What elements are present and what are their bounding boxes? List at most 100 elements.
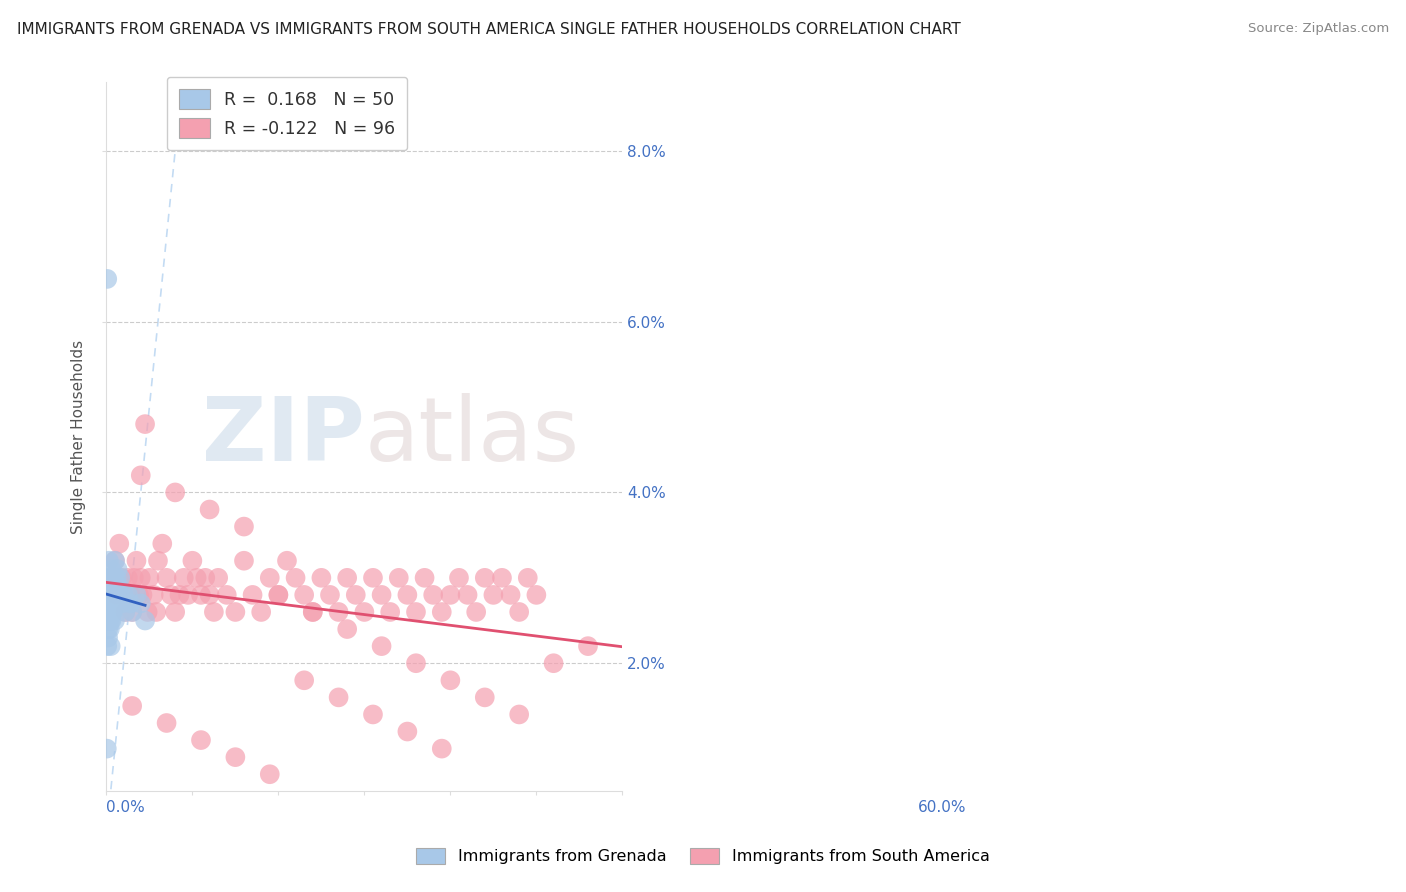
Point xyxy=(491,571,513,585)
Point xyxy=(104,554,127,568)
Point xyxy=(259,571,281,585)
Point xyxy=(100,639,122,653)
Text: 60.0%: 60.0% xyxy=(918,800,966,814)
Text: 0.0%: 0.0% xyxy=(107,800,145,814)
Point xyxy=(146,554,169,568)
Point xyxy=(405,657,427,671)
Point xyxy=(104,614,127,628)
Point xyxy=(169,588,191,602)
Point xyxy=(96,639,118,653)
Point xyxy=(482,588,505,602)
Point xyxy=(96,596,118,610)
Point xyxy=(474,571,496,585)
Point xyxy=(100,571,122,585)
Point xyxy=(267,588,290,602)
Point xyxy=(107,579,129,593)
Point xyxy=(576,639,599,653)
Point xyxy=(457,588,479,602)
Point xyxy=(405,605,427,619)
Point xyxy=(396,724,419,739)
Point xyxy=(107,562,129,576)
Point xyxy=(104,596,127,610)
Point xyxy=(202,605,225,619)
Point xyxy=(380,605,402,619)
Point xyxy=(97,579,120,593)
Point xyxy=(430,741,453,756)
Point xyxy=(100,614,122,628)
Point xyxy=(100,588,122,602)
Point xyxy=(105,588,128,602)
Point xyxy=(447,571,470,585)
Point xyxy=(129,468,152,483)
Point xyxy=(194,571,217,585)
Point xyxy=(465,605,488,619)
Point xyxy=(301,605,323,619)
Point xyxy=(508,605,530,619)
Legend: R =  0.168   N = 50, R = -0.122   N = 96: R = 0.168 N = 50, R = -0.122 N = 96 xyxy=(167,77,408,150)
Point xyxy=(101,571,124,585)
Point xyxy=(439,588,461,602)
Point xyxy=(160,588,183,602)
Point xyxy=(292,673,315,688)
Point xyxy=(104,554,127,568)
Point xyxy=(439,673,461,688)
Point xyxy=(242,588,264,602)
Point xyxy=(173,571,195,585)
Point xyxy=(430,605,453,619)
Point xyxy=(224,605,246,619)
Point xyxy=(336,571,359,585)
Point xyxy=(97,631,120,645)
Point xyxy=(508,707,530,722)
Point xyxy=(128,588,150,602)
Point xyxy=(98,605,121,619)
Point xyxy=(474,690,496,705)
Point xyxy=(165,485,187,500)
Legend: Immigrants from Grenada, Immigrants from South America: Immigrants from Grenada, Immigrants from… xyxy=(411,841,995,871)
Point xyxy=(129,571,152,585)
Point xyxy=(125,554,148,568)
Point xyxy=(120,596,142,610)
Point xyxy=(207,571,229,585)
Point xyxy=(112,588,135,602)
Point xyxy=(516,571,538,585)
Point xyxy=(114,605,136,619)
Point xyxy=(117,588,139,602)
Text: atlas: atlas xyxy=(364,393,579,481)
Point xyxy=(103,571,125,585)
Point xyxy=(344,588,367,602)
Point xyxy=(131,588,153,602)
Point xyxy=(336,622,359,636)
Point xyxy=(177,588,200,602)
Point xyxy=(181,554,204,568)
Point xyxy=(267,588,290,602)
Point xyxy=(155,716,177,731)
Point xyxy=(122,571,145,585)
Point xyxy=(233,554,256,568)
Point xyxy=(150,536,173,550)
Point xyxy=(319,588,342,602)
Point xyxy=(422,588,444,602)
Point xyxy=(98,571,121,585)
Point xyxy=(111,571,134,585)
Point xyxy=(112,588,135,602)
Point xyxy=(259,767,281,781)
Point xyxy=(413,571,436,585)
Point xyxy=(301,605,323,619)
Point xyxy=(120,588,142,602)
Point xyxy=(121,605,143,619)
Text: Source: ZipAtlas.com: Source: ZipAtlas.com xyxy=(1249,22,1389,36)
Point xyxy=(138,571,160,585)
Point xyxy=(121,605,143,619)
Point xyxy=(98,588,121,602)
Point xyxy=(125,588,148,602)
Point xyxy=(97,605,120,619)
Point xyxy=(105,571,128,585)
Point xyxy=(111,596,134,610)
Point xyxy=(108,571,131,585)
Point xyxy=(361,707,384,722)
Point xyxy=(155,571,177,585)
Point xyxy=(97,554,120,568)
Point xyxy=(142,588,165,602)
Point xyxy=(224,750,246,764)
Point xyxy=(190,588,212,602)
